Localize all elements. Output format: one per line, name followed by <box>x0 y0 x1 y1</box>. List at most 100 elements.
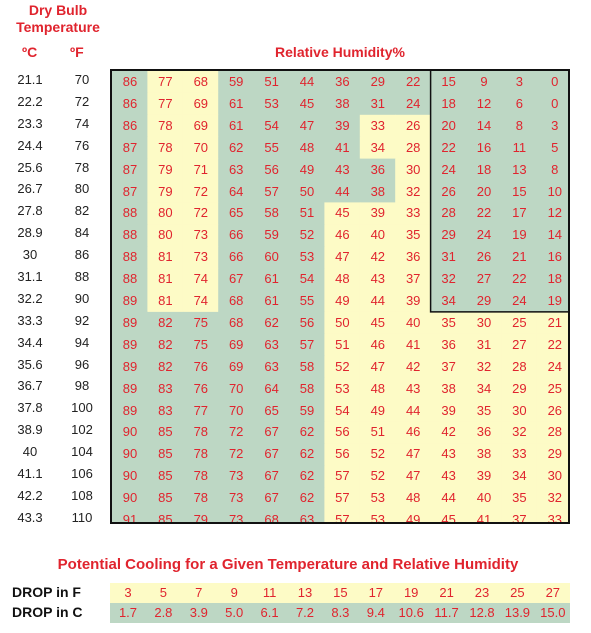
humidity-cell: 24 <box>547 358 563 374</box>
humidity-cell: 57 <box>335 490 350 506</box>
drop-c-row: 1.7 2.8 3.9 5.0 6.1 7.2 8.3 9.4 10.6 11.7 12.8 13.9… <box>110 603 570 623</box>
humidity-cell: 36 <box>370 161 386 177</box>
humidity-cell: 72 <box>193 183 209 199</box>
temp-fahrenheit: 70 <box>74 72 90 87</box>
humidity-cell: 85 <box>158 512 173 524</box>
humidity-cell: 70 <box>193 139 209 155</box>
humidity-cell: 90 <box>122 424 138 440</box>
temp-fahrenheit: 88 <box>74 269 90 285</box>
humidity-cell: 81 <box>158 293 173 308</box>
humidity-cell: 62 <box>228 139 244 155</box>
humidity-cell: 0 <box>551 74 559 89</box>
humidity-cell: 86 <box>122 117 138 133</box>
humidity-cell: 53 <box>370 490 386 506</box>
humidity-cell: 90 <box>122 468 138 484</box>
humidity-cell: 22 <box>405 74 421 89</box>
temp-fahrenheit: 76 <box>74 137 90 153</box>
humidity-cell: 40 <box>370 227 386 243</box>
drop-c-value: 15.0 <box>540 605 566 620</box>
humidity-cell: 47 <box>370 358 386 374</box>
humidity-cell: 86 <box>122 95 138 111</box>
humidity-cell: 37 <box>441 358 456 374</box>
humidity-cell: 29 <box>441 227 456 243</box>
relative-humidity-heading: Relative Humidity% <box>275 44 405 60</box>
humidity-cell: 44 <box>335 183 350 199</box>
drop-c-value: 10.6 <box>398 605 424 620</box>
humidity-cell: 72 <box>228 424 244 440</box>
humidity-cell: 18 <box>441 95 456 111</box>
humidity-cell: 44 <box>370 293 386 308</box>
humidity-cell: 51 <box>370 424 386 440</box>
humidity-cell: 33 <box>547 512 563 524</box>
humidity-cell: 70 <box>228 402 244 418</box>
temp-celsius: 42.2 <box>17 487 43 503</box>
humidity-cell: 83 <box>158 380 173 396</box>
humidity-cell: 36 <box>476 424 492 440</box>
humidity-cell: 39 <box>476 468 492 484</box>
humidity-cell: 24 <box>441 161 456 177</box>
drop-c-value: 11.7 <box>434 605 459 620</box>
humidity-cell: 33 <box>405 205 421 221</box>
humidity-cell: 34 <box>441 293 456 308</box>
humidity-cell: 3 <box>551 117 559 133</box>
humidity-cell: 44 <box>405 402 421 418</box>
temp-fahrenheit: 82 <box>74 203 90 219</box>
humidity-cell: 26 <box>405 117 421 133</box>
temp-fahrenheit: 96 <box>74 356 90 372</box>
humidity-cell: 58 <box>299 380 315 396</box>
humidity-cell: 5 <box>551 139 559 155</box>
humidity-cell: 74 <box>193 271 209 287</box>
humidity-cell: 16 <box>476 139 492 155</box>
humidity-cell: 64 <box>264 380 279 396</box>
humidity-cell: 67 <box>264 490 279 506</box>
humidity-cell: 40 <box>405 314 421 330</box>
humidity-cell: 85 <box>158 424 173 440</box>
humidity-cell: 30 <box>405 161 421 177</box>
temperature-row: 33.3 92 <box>0 310 110 332</box>
drop-c-value: 2.8 <box>154 605 173 620</box>
humidity-cell: 33 <box>512 446 527 462</box>
humidity-cell: 61 <box>228 95 244 111</box>
humidity-cell: 39 <box>441 402 456 418</box>
temp-celsius: 37.8 <box>17 400 43 416</box>
humidity-cell: 77 <box>193 402 209 418</box>
humidity-cell: 62 <box>299 490 315 506</box>
drop-f-value: 9 <box>230 585 238 600</box>
humidity-cell: 34 <box>370 139 386 155</box>
temperature-row: 37.8 100 <box>0 397 110 419</box>
humidity-cell: 19 <box>547 293 563 308</box>
humidity-cell: 53 <box>299 249 315 265</box>
humidity-cell: 87 <box>122 183 138 199</box>
humidity-cell: 78 <box>193 424 209 440</box>
temperature-row: 27.8 82 <box>0 200 110 222</box>
humidity-cell: 72 <box>193 205 209 221</box>
temp-celsius: 22.2 <box>17 93 43 109</box>
humidity-cell: 87 <box>122 139 138 155</box>
humidity-cell: 59 <box>228 74 244 89</box>
humidity-cell: 73 <box>193 227 209 243</box>
humidity-cell: 87 <box>122 161 138 177</box>
drop-f-value: 7 <box>195 585 203 600</box>
temp-celsius: 38.9 <box>17 422 43 438</box>
temperature-row: 22.2 72 <box>0 91 110 113</box>
humidity-cell: 26 <box>547 402 563 418</box>
humidity-cell: 22 <box>441 139 456 155</box>
humidity-cell: 72 <box>228 446 244 462</box>
humidity-cell: 34 <box>476 380 492 396</box>
temperature-row: 28.9 84 <box>0 222 110 244</box>
humidity-cell: 43 <box>441 468 456 484</box>
humidity-cell: 37 <box>512 512 527 524</box>
humidity-cell: 88 <box>122 249 138 265</box>
humidity-cell: 71 <box>193 161 209 177</box>
temp-fahrenheit: 92 <box>74 312 90 328</box>
humidity-cell: 77 <box>158 95 173 111</box>
humidity-cell: 79 <box>193 512 209 524</box>
humidity-cell: 21 <box>547 314 563 330</box>
humidity-cell: 36 <box>441 336 456 352</box>
humidity-cell: 53 <box>335 380 350 396</box>
humidity-cell: 57 <box>264 183 279 199</box>
humidity-cell: 43 <box>405 380 421 396</box>
humidity-cell: 76 <box>193 380 209 396</box>
humidity-cell: 73 <box>228 468 244 484</box>
temperature-row: 40 104 <box>0 441 110 463</box>
